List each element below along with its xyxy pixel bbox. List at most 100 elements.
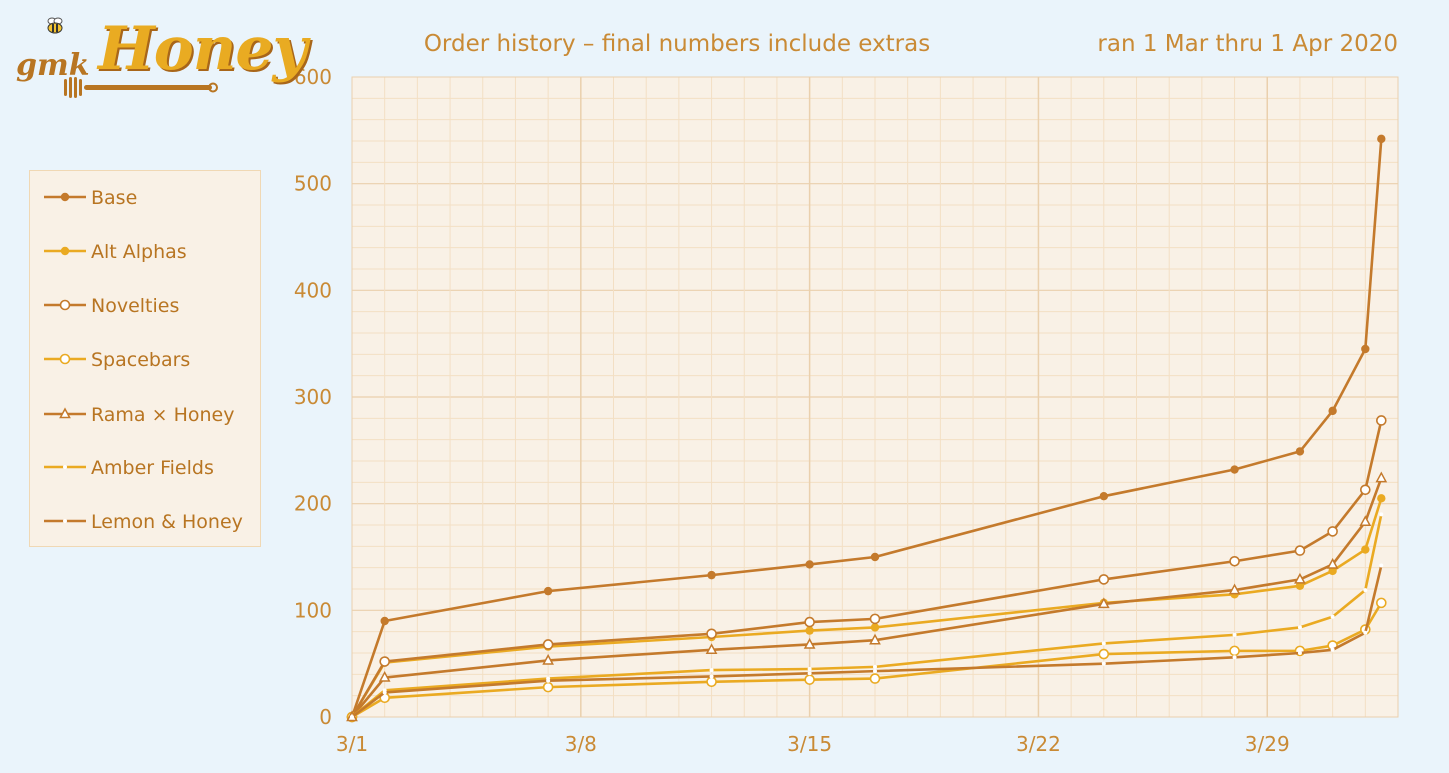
legend: Base Alt Alphas Novelties Spacebars Rama… — [29, 170, 261, 547]
data-point — [873, 669, 877, 674]
data-point — [709, 674, 714, 679]
data-point — [1230, 465, 1239, 474]
x-tick-label: 3/22 — [1016, 732, 1061, 756]
logo-name: Honey — [98, 14, 307, 84]
data-point — [63, 465, 67, 469]
data-point — [378, 670, 391, 682]
data-point — [1101, 641, 1106, 646]
legend-marker-lemon-honey — [44, 519, 86, 523]
legend-marker-alt-alphas — [44, 246, 86, 256]
data-point — [807, 667, 812, 671]
data-point — [379, 656, 390, 667]
legend-item-base: Base — [44, 185, 260, 209]
legend-marker-rama-honey — [44, 407, 86, 419]
legend-marker-amber-fields — [44, 465, 86, 469]
series-line — [351, 514, 1383, 719]
data-point — [350, 715, 354, 719]
data-point — [869, 673, 881, 684]
data-point — [707, 570, 716, 580]
legend-label-novelties: Novelties — [91, 295, 180, 317]
grid — [351, 76, 1399, 718]
data-point — [805, 560, 814, 569]
y-tick-label: 0 — [319, 705, 332, 729]
data-point — [870, 552, 880, 562]
data-point — [1376, 415, 1387, 426]
legend-item-lemon-honey: Lemon & Honey — [44, 509, 260, 533]
data-point — [1101, 661, 1106, 666]
legend-marker-novelties — [44, 299, 86, 311]
data-point — [870, 623, 880, 632]
data-point — [1295, 447, 1305, 456]
data-point — [1379, 563, 1384, 568]
y-tick-label: 600 — [294, 65, 332, 89]
legend-label-spacebars: Spacebars — [91, 349, 191, 371]
x-tick-label: 3/15 — [787, 732, 832, 756]
data-point — [63, 519, 67, 523]
logo: gmk Honey — [12, 10, 307, 110]
data-point — [1294, 572, 1306, 584]
data-point — [543, 586, 553, 596]
data-point — [542, 681, 554, 693]
data-point — [1098, 574, 1110, 585]
data-point — [1361, 344, 1370, 354]
data-point — [1232, 655, 1237, 660]
x-tick-label: 3/1 — [336, 732, 368, 756]
data-point — [1297, 625, 1302, 630]
y-tick-label: 100 — [294, 598, 332, 622]
legend-marker-base — [44, 192, 86, 202]
data-point — [60, 246, 70, 256]
data-point — [59, 407, 71, 419]
y-tick-label: 200 — [294, 492, 332, 516]
data-point — [803, 637, 816, 649]
series-line — [350, 497, 1383, 718]
data-point — [1295, 581, 1305, 590]
data-point — [805, 626, 814, 635]
data-point — [1097, 597, 1110, 609]
data-point — [869, 613, 881, 625]
data-point — [709, 668, 714, 673]
data-point — [1379, 512, 1384, 517]
data-point — [382, 690, 387, 695]
legend-item-rama-honey: Rama × Honey — [44, 402, 260, 426]
series-base — [347, 134, 1386, 722]
y-tick-label: 500 — [294, 172, 332, 196]
data-point — [546, 678, 551, 683]
data-point — [1330, 614, 1335, 619]
data-point — [1361, 545, 1370, 554]
data-point — [1229, 555, 1240, 567]
legend-marker-spacebars — [44, 353, 86, 365]
data-point — [1098, 648, 1110, 660]
data-point — [59, 353, 71, 365]
legend-label-rama-honey: Rama × Honey — [91, 404, 235, 426]
data-point — [542, 639, 554, 650]
series-line — [350, 477, 1383, 718]
data-point — [1363, 630, 1368, 635]
legend-label-lemon-honey: Lemon & Honey — [91, 511, 243, 533]
honey-dipper-icon — [64, 77, 218, 98]
x-tick-label: 3/8 — [565, 732, 597, 756]
data-point — [1229, 645, 1240, 657]
data-point — [1360, 484, 1371, 496]
legend-item-alt-alphas: Alt Alphas — [44, 239, 260, 263]
data-point — [1330, 647, 1335, 652]
data-point — [1232, 632, 1237, 637]
data-point — [59, 299, 71, 311]
data-point — [706, 628, 717, 640]
legend-label-amber-fields: Amber Fields — [91, 457, 214, 479]
data-point — [873, 664, 877, 669]
data-point — [804, 674, 815, 685]
series-line — [350, 138, 1383, 718]
data-point — [1327, 526, 1338, 537]
legend-item-spacebars: Spacebars — [44, 347, 260, 371]
legend-label-alt-alphas: Alt Alphas — [91, 241, 187, 263]
legend-item-novelties: Novelties — [44, 293, 260, 317]
data-point — [1297, 651, 1302, 655]
data-point — [1376, 597, 1387, 609]
x-tick-label: 3/29 — [1245, 732, 1290, 756]
legend-item-amber-fields: Amber Fields — [44, 455, 260, 479]
data-point — [60, 192, 70, 202]
series-line — [351, 565, 1383, 719]
data-point — [1359, 515, 1372, 527]
chart-subtitle: ran 1 Mar thru 1 Apr 2020 — [1097, 31, 1398, 57]
logo-prefix: gmk — [16, 48, 90, 83]
